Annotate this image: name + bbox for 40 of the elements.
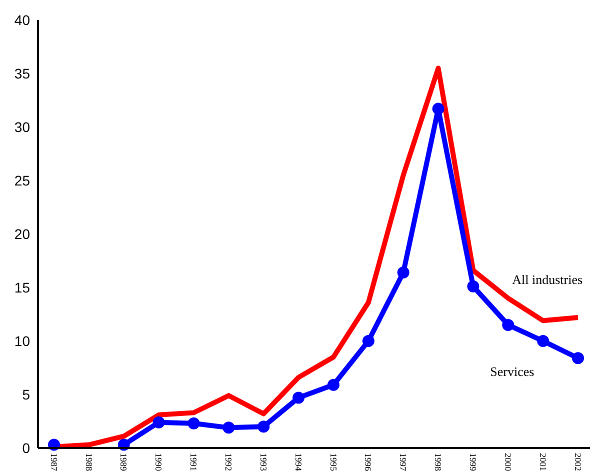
point [537, 335, 550, 347]
x-tick-label: 1990 [154, 453, 164, 472]
x-tick-label: 1998 [433, 453, 444, 472]
point [222, 422, 235, 434]
x-tick-label: 1988 [84, 453, 94, 472]
point [292, 392, 305, 404]
y-tick-label: 5 [22, 386, 30, 402]
x-tick-label: 1999 [468, 453, 478, 472]
point [327, 378, 340, 391]
x-tick-label: 1992 [224, 453, 234, 471]
point [152, 416, 165, 428]
series-label: All industries [512, 272, 583, 288]
y-tick-label: 15 [14, 279, 30, 296]
x-tick-label: 2001 [538, 453, 548, 471]
x-tick-label: 1995 [328, 453, 338, 472]
point [502, 318, 514, 331]
x-tick-label: 2000 [502, 453, 513, 472]
x-tick-label: 1996 [363, 453, 374, 472]
x-tick-label: 2002 [572, 453, 583, 471]
y-tick-label: 35 [14, 65, 30, 82]
x-tick-label: 1993 [258, 453, 268, 472]
point [397, 266, 410, 279]
point [258, 420, 270, 433]
point [432, 102, 444, 115]
y-tick-label: 10 [14, 332, 30, 349]
x-tick-label: 1987 [48, 453, 59, 472]
point [362, 335, 374, 347]
y-tick-label: 25 [14, 172, 30, 188]
y-tick-label: 40 [14, 12, 30, 28]
x-tick-label: 1997 [398, 453, 408, 472]
x-tick-label: 1994 [293, 453, 304, 472]
y-tick-label: 0 [22, 440, 30, 456]
y-tick-label: 20 [14, 226, 30, 242]
point [188, 417, 200, 430]
point [467, 280, 480, 292]
x-tick-label: 1989 [118, 453, 129, 472]
point [572, 352, 584, 364]
series-label: Services [490, 364, 534, 380]
x-tick-label: 1991 [188, 453, 199, 471]
y-tick-label: 30 [14, 118, 30, 135]
